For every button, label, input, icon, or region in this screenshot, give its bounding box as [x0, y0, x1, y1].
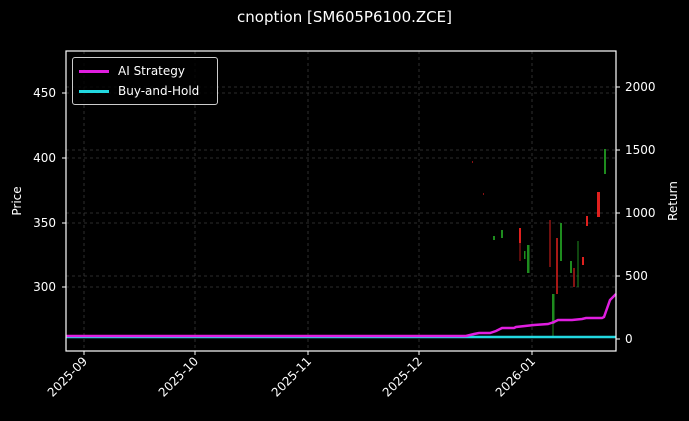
left-tick: 300 [33, 280, 56, 294]
right-tick: 2000 [625, 80, 656, 94]
right-tick: 1500 [625, 143, 656, 157]
x-tick: 2026-01 [493, 354, 538, 399]
legend-item-ai-strategy: AI Strategy [79, 63, 185, 79]
left-tick: 350 [33, 216, 56, 230]
x-tick: 2025-11 [269, 354, 314, 399]
right-tick: 1000 [625, 206, 656, 220]
right-tick: 500 [625, 269, 648, 283]
legend: AI Strategy Buy-and-Hold [72, 57, 218, 105]
left-tick: 450 [33, 86, 56, 100]
left-axis-ticks: 300 350 400 450 [33, 86, 56, 294]
right-axis-ticks: 0 500 1000 1500 2000 [625, 80, 656, 346]
plot-frame [65, 50, 617, 352]
legend-item-buy-and-hold: Buy-and-Hold [79, 83, 199, 99]
chart-title: cnoption [SM605P6100.ZCE] [237, 8, 452, 26]
legend-swatch-icon [79, 69, 109, 73]
left-tick: 400 [33, 151, 56, 165]
x-tick: 2025-12 [380, 354, 425, 399]
legend-swatch-icon [79, 89, 109, 93]
x-tick: 2025-09 [45, 354, 90, 399]
candlesticks [472, 149, 606, 336]
ai-strategy-line [66, 293, 617, 338]
x-tick: 2025-10 [156, 354, 201, 399]
left-axis-label: Price [10, 186, 24, 215]
legend-label: Buy-and-Hold [118, 84, 200, 98]
x-axis-ticks: 2025-09 2025-10 2025-11 2025-12 2026-01 [45, 354, 538, 399]
right-axis-label: Return [666, 181, 680, 221]
legend-label: AI Strategy [118, 64, 185, 78]
right-tick: 0 [625, 332, 633, 346]
